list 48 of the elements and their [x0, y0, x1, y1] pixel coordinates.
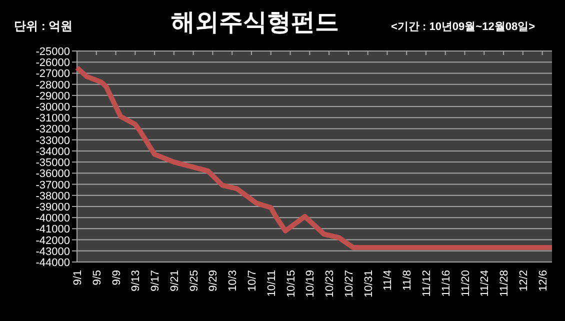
x-tick-label: 10/11 — [266, 270, 278, 297]
x-tick-label: 10/31 — [362, 270, 375, 298]
y-tick-label: -35000 — [36, 157, 70, 170]
chart-title: 해외주식형펀드 — [171, 9, 339, 36]
x-tick-label: 11/8 — [402, 270, 414, 291]
y-tick-label: -41000 — [36, 224, 70, 236]
x-tick-label: 9/29 — [208, 270, 220, 292]
x-tick-label: 11/24 — [479, 270, 492, 297]
x-tick-label: 9/13 — [130, 270, 142, 292]
x-tick-label: 9/25 — [188, 270, 200, 292]
y-tick-label: -27000 — [36, 68, 70, 80]
x-tick-label: 11/4 — [382, 270, 394, 291]
x-tick-label: 10/7 — [246, 270, 258, 292]
x-tick-label: 9/5 — [91, 270, 104, 286]
x-tick-label: 10/27 — [343, 270, 356, 298]
x-tick-label: 9/17 — [150, 270, 162, 292]
y-tick-label: -25000 — [36, 46, 70, 58]
y-tick-label: -42000 — [36, 234, 70, 247]
x-tick-label: 9/21 — [168, 270, 181, 292]
x-tick-label: 11/16 — [440, 270, 452, 297]
x-tick-label: 11/28 — [498, 270, 511, 297]
y-tick-label: -34000 — [36, 146, 70, 158]
y-tick-label: -36000 — [36, 168, 70, 180]
x-tick-label: 11/12 — [420, 270, 433, 297]
x-tick-label: 10/23 — [324, 270, 336, 298]
y-tick-label: -43000 — [36, 246, 70, 258]
x-tick-label: 10/3 — [227, 270, 240, 292]
y-tick-label: -29000 — [36, 90, 70, 102]
y-tick-label: -40000 — [36, 212, 70, 225]
y-tick-label: -26000 — [36, 57, 70, 70]
x-tick-label: 11/20 — [460, 270, 472, 297]
y-tick-label: -30000 — [36, 102, 70, 114]
y-tick-label: -39000 — [36, 201, 70, 214]
y-tick-label: -31000 — [36, 112, 70, 125]
y-tick-label: -44000 — [36, 257, 70, 269]
x-tick-label: 12/2 — [518, 270, 530, 292]
y-axis-title: 단위 : 억원 — [14, 19, 73, 33]
y-tick-label: -33000 — [36, 134, 70, 147]
y-tick-label: -38000 — [36, 190, 70, 202]
x-tick-label: 10/15 — [285, 270, 298, 298]
x-tick-label: 10/19 — [304, 270, 317, 298]
x-tick-label: 12/6 — [537, 270, 550, 292]
chart-subtitle: <기간 : 10년09월~12월08일> — [391, 21, 535, 33]
y-tick-label: -28000 — [36, 79, 70, 92]
x-tick-label: 9/1 — [72, 270, 84, 286]
x-tick-label: 9/9 — [110, 270, 123, 286]
y-tick-label: -37000 — [36, 179, 70, 192]
y-tick-label: -32000 — [36, 124, 70, 136]
